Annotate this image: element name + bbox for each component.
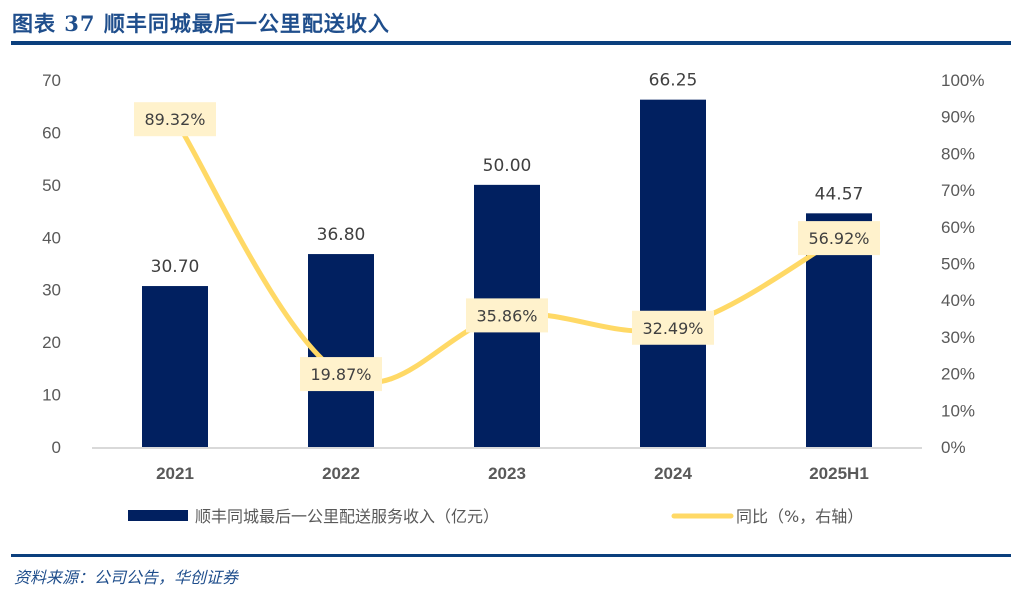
legend: 顺丰同城最后一公里配送服务收入（亿元） 同比（%，右轴）: [128, 507, 863, 526]
bar-data-label: 50.00: [483, 156, 532, 176]
x-axis-tick-label: 2021: [156, 464, 194, 483]
chart: 0 10 20 30 40 50 60 70 0% 10% 20% 30% 40% 50% 60% 70% 8…: [42, 71, 984, 526]
bar-data-label: 66.25: [649, 71, 698, 91]
left-axis-tick-label: 10: [42, 386, 61, 405]
right-axis-tick-label: 10%: [941, 401, 975, 420]
legend-line-label: 同比（%，右轴）: [736, 507, 863, 526]
legend-bar-swatch: [128, 510, 188, 521]
line-data-label-bg: [632, 310, 714, 345]
right-axis-tick-label: 70%: [941, 181, 975, 200]
right-axis-ticks: 0% 10% 20% 30% 40% 50% 60% 70% 80% 90% 100%: [941, 71, 984, 457]
x-axis-tick-label: 2024: [654, 464, 692, 483]
right-axis-tick-label: 90%: [941, 108, 975, 127]
line-data-label: 32.49%: [642, 319, 703, 338]
left-axis-tick-label: 20: [42, 333, 61, 352]
bar: [308, 254, 374, 447]
x-axis-tick-label: 2023: [488, 464, 526, 483]
left-axis-ticks: 0 10 20 30 40 50 60 70: [42, 71, 61, 457]
line-data-label: 89.32%: [144, 110, 205, 129]
line-data-label: 19.87%: [310, 365, 371, 384]
bar-data-label: 44.57: [815, 184, 864, 204]
left-axis-tick-label: 30: [42, 281, 61, 300]
left-axis-tick-label: 50: [42, 176, 61, 195]
right-axis-tick-label: 40%: [941, 291, 975, 310]
right-axis-tick-label: 30%: [941, 328, 975, 347]
right-axis-tick-label: 100%: [941, 71, 984, 90]
bar: [142, 286, 208, 447]
title-divider: [11, 41, 1011, 45]
right-axis-tick-label: 60%: [941, 218, 975, 237]
x-axis-ticks: 2021 2022 2023 2024 2025H1: [156, 464, 869, 483]
source-note: 资料来源：公司公告，华创证券: [14, 568, 239, 587]
line-data-label-bg: [300, 357, 382, 392]
line-data-label: 35.86%: [476, 306, 537, 325]
line-series: 89.32% 19.87% 35.86% 32.49% 56.92%: [134, 102, 880, 392]
line-data-label-bg: [798, 221, 880, 256]
x-axis-tick-label: 2022: [322, 464, 360, 483]
right-axis-tick-label: 50%: [941, 255, 975, 274]
left-axis-tick-label: 70: [42, 71, 61, 90]
chart-title: 图表 37 顺丰同城最后一公里配送收入: [12, 11, 390, 36]
right-axis-tick-label: 80%: [941, 144, 975, 163]
bar-data-label: 36.80: [317, 225, 366, 245]
source-divider: [11, 554, 1011, 557]
bar-series: 30.70 36.80 50.00 66.25 44.57: [142, 71, 872, 448]
right-axis-tick-label: 20%: [941, 365, 975, 384]
left-axis-tick-label: 40: [42, 228, 61, 247]
right-axis-tick-label: 0%: [941, 438, 966, 457]
left-axis-tick-label: 60: [42, 123, 61, 142]
left-axis-tick-label: 0: [52, 438, 61, 457]
legend-bar-label: 顺丰同城最后一公里配送服务收入（亿元）: [195, 507, 499, 526]
line-data-label-bg: [466, 298, 548, 333]
line-data-label: 56.92%: [808, 229, 869, 248]
bar-data-label: 30.70: [151, 257, 200, 277]
bar: [640, 99, 706, 448]
line-data-label-bg: [134, 102, 216, 137]
x-axis-tick-label: 2025H1: [809, 464, 869, 483]
